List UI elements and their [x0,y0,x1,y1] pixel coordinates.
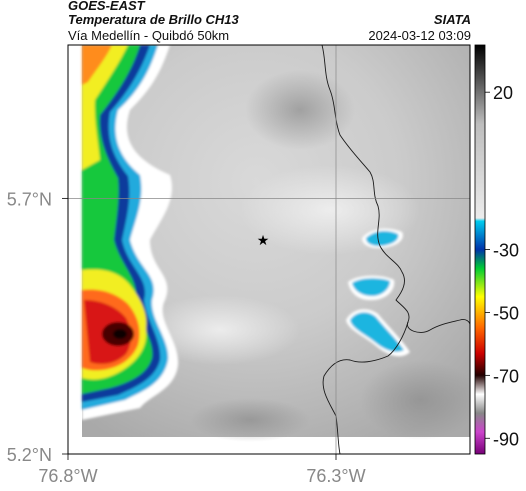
colorbar-tick-label: -50 [493,303,519,323]
colorbar-tick-label: -90 [493,429,519,449]
lon-tick-label: 76.8°W [38,466,97,486]
convective-cells-east [346,228,410,357]
region-subtitle: Vía Medellín - Quibdó 50km [68,28,230,43]
colorbar: 20 -30 -50 -70 -90 [474,44,519,455]
convective-cloud-west [82,45,179,420]
map-field [68,45,470,454]
colorbar-tick-label: -30 [493,241,519,261]
lat-tick-label: 5.7°N [7,189,52,209]
datetime-label: 2024-03-12 03:09 [368,28,471,43]
dark-cloud-patch [245,70,355,150]
map-frame [67,44,471,455]
latitude-ticks: 5.7°N 5.2°N [7,189,68,465]
colorbar-tick-label: -70 [493,366,519,386]
satellite-title: GOES-EAST [68,0,145,13]
colorbar-bar [474,44,486,455]
lon-tick-label: 76.3°W [306,466,365,486]
colorbar-ticks: 20 -30 -50 -70 -90 [485,83,519,449]
dark-cloud-patch [190,398,310,442]
lat-tick-label: 5.2°N [7,445,52,465]
product-title: Temperatura de Brillo CH13 [68,12,239,27]
agency-label: SIATA [433,12,471,27]
department-border [321,45,470,333]
longitude-ticks: 76.8°W 76.3°W [38,454,366,486]
department-border [322,321,409,454]
warm-cloud-patch [140,295,300,365]
colorbar-tick-label: 20 [493,83,513,103]
gridlines [68,45,470,454]
dark-cloud-patch [360,360,470,440]
location-star-marker: ★ [257,232,270,248]
